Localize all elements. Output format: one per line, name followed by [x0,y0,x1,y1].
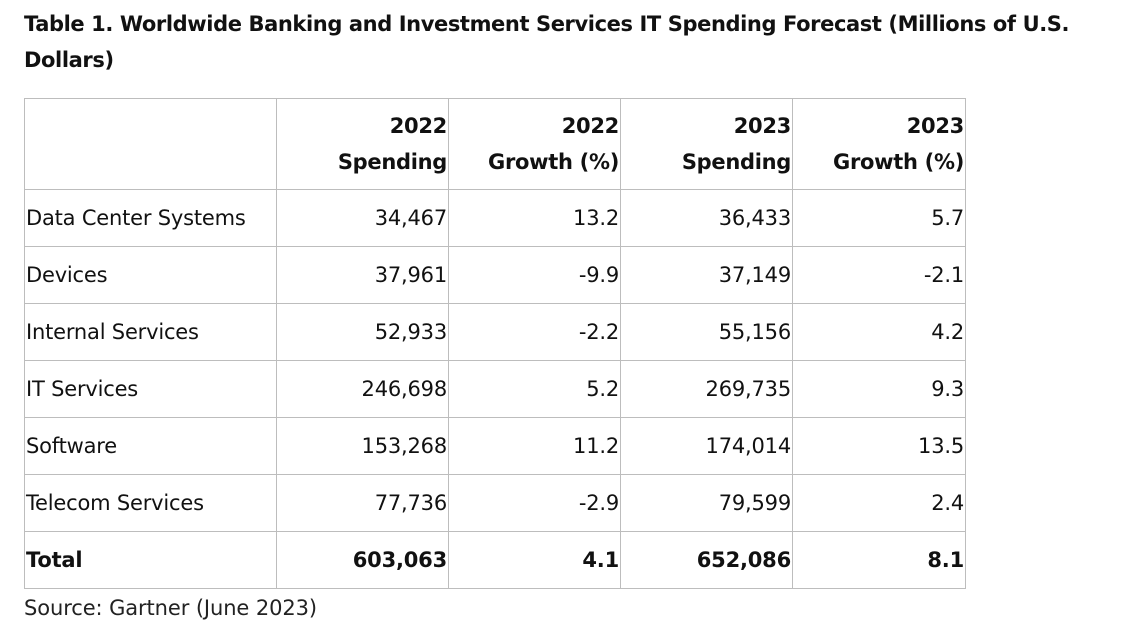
cell-2022-growth: -2.2 [448,303,621,361]
table-row: Internal Services 52,933 -2.2 55,156 4.2 [24,303,966,361]
cell-2023-spending: 269,735 [620,360,793,418]
table-row: Devices 37,961 -9.9 37,149 -2.1 [24,246,966,304]
header-metric: Growth (%) [833,150,964,174]
total-2023-growth: 8.1 [792,531,966,589]
table-title: Table 1. Worldwide Banking and Investmen… [24,12,1070,72]
cell-2023-growth: 5.7 [792,189,966,247]
row-label: Software [24,417,277,475]
cell-2023-spending: 55,156 [620,303,793,361]
header-metric: Spending [681,150,791,174]
header-metric: Spending [337,150,447,174]
header-cell-category [24,98,277,190]
source-note: Source: Gartner (June 2023) [24,596,317,620]
row-label: Internal Services [24,303,277,361]
header-cell-2022-spending: 2022 Spending [276,98,449,190]
header-year: 2022 [389,114,448,138]
total-2023-spending: 652,086 [620,531,793,589]
header-year: 2023 [733,114,792,138]
table-row: Software 153,268 11.2 174,014 13.5 [24,417,966,475]
cell-2023-growth: -2.1 [792,246,966,304]
cell-2022-growth: 11.2 [448,417,621,475]
cell-2022-growth: 13.2 [448,189,621,247]
cell-2022-growth: -9.9 [448,246,621,304]
cell-2023-spending: 79,599 [620,474,793,532]
total-2022-growth: 4.1 [448,531,621,589]
spending-forecast-table: 2022 Spending 2022 Growth (%) 2023 Spend… [24,98,966,589]
header-year: 2023 [906,114,965,138]
cell-2022-spending: 34,467 [276,189,449,247]
cell-2022-growth: 5.2 [448,360,621,418]
total-2022-spending: 603,063 [276,531,449,589]
cell-2022-spending: 77,736 [276,474,449,532]
table-row: Telecom Services 77,736 -2.9 79,599 2.4 [24,474,966,532]
header-metric: Growth (%) [488,150,619,174]
table-row: IT Services 246,698 5.2 269,735 9.3 [24,360,966,418]
cell-2022-spending: 153,268 [276,417,449,475]
cell-2022-growth: -2.9 [448,474,621,532]
cell-2023-growth: 2.4 [792,474,966,532]
header-cell-2023-growth: 2023 Growth (%) [792,98,966,190]
cell-2022-spending: 246,698 [276,360,449,418]
row-label: Devices [24,246,277,304]
cell-2023-spending: 174,014 [620,417,793,475]
cell-2023-growth: 4.2 [792,303,966,361]
cell-2023-growth: 13.5 [792,417,966,475]
total-row: Total 603,063 4.1 652,086 8.1 [24,531,966,589]
row-label: Data Center Systems [24,189,277,247]
cell-2023-growth: 9.3 [792,360,966,418]
header-year: 2022 [561,114,620,138]
total-label: Total [24,531,277,589]
cell-2022-spending: 52,933 [276,303,449,361]
header-cell-2022-growth: 2022 Growth (%) [448,98,621,190]
header-row: 2022 Spending 2022 Growth (%) 2023 Spend… [24,98,966,190]
header-cell-2023-spending: 2023 Spending [620,98,793,190]
cell-2023-spending: 37,149 [620,246,793,304]
row-label: IT Services [24,360,277,418]
row-label: Telecom Services [24,474,277,532]
table-row: Data Center Systems 34,467 13.2 36,433 5… [24,189,966,247]
cell-2023-spending: 36,433 [620,189,793,247]
cell-2022-spending: 37,961 [276,246,449,304]
